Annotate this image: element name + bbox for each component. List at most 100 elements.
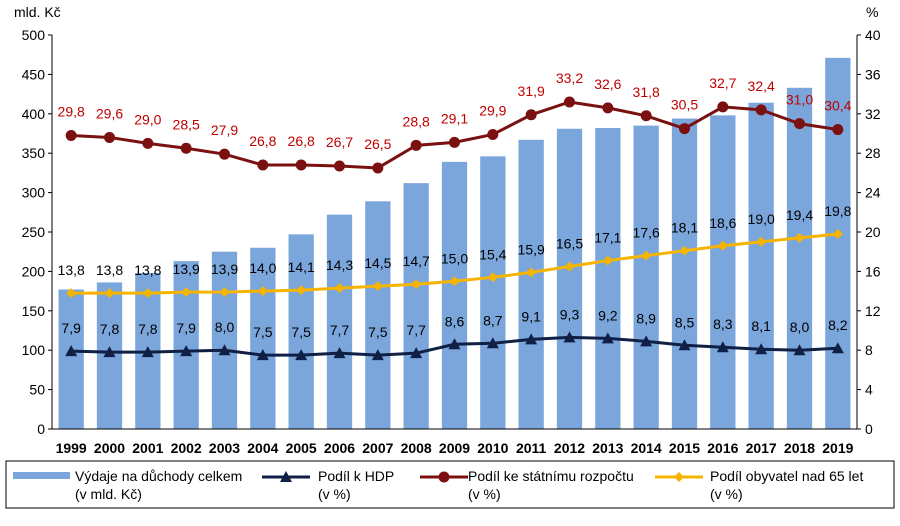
x-tick-label: 2004 — [247, 440, 278, 456]
data-label: 32,6 — [594, 76, 621, 92]
data-label: 14,5 — [364, 255, 391, 271]
data-label: 19,0 — [748, 211, 775, 227]
point-s2-2002 — [180, 142, 192, 154]
point-s3-2019 — [832, 228, 843, 239]
data-label: 7,5 — [253, 324, 273, 340]
bar-2007 — [365, 201, 391, 429]
point-s1-2004 — [256, 349, 269, 361]
point-s2-1999 — [65, 129, 77, 141]
bar-1999 — [58, 289, 84, 429]
data-label: 7,7 — [406, 322, 426, 338]
point-s3-2011 — [526, 267, 537, 278]
data-label: 26,7 — [326, 134, 353, 150]
point-s2-2003 — [219, 148, 230, 160]
left-tick-label: 400 — [22, 106, 46, 122]
data-label: 8,7 — [483, 312, 503, 328]
right-tick-label: 16 — [865, 263, 881, 279]
data-label: 15,0 — [441, 250, 468, 266]
data-label: 17,6 — [633, 225, 660, 241]
data-label: 13,8 — [58, 262, 85, 278]
point-s3-2015 — [679, 245, 690, 256]
point-s3-2002 — [181, 287, 192, 298]
data-label: 7,5 — [291, 324, 311, 340]
right-tick-label: 28 — [865, 145, 881, 161]
bar-2016 — [710, 115, 736, 429]
point-s3-2007 — [372, 281, 383, 292]
point-s2-2018 — [794, 118, 805, 130]
bar-2017 — [748, 102, 774, 429]
legend-label: Podíl ke státnímu rozpočtu — [468, 468, 634, 484]
point-s1-2002 — [180, 345, 193, 357]
legend-swatch-marker — [280, 471, 292, 482]
x-tick-label: 2012 — [554, 440, 585, 456]
data-label: 30,4 — [824, 98, 851, 114]
left-tick-label: 150 — [22, 303, 46, 319]
point-s2-2001 — [142, 137, 154, 149]
bar-2013 — [595, 127, 621, 429]
data-label: 14,1 — [288, 259, 315, 275]
right-axis-unit: % — [866, 4, 878, 20]
left-tick-label: 250 — [22, 224, 46, 240]
point-s1-2007 — [371, 349, 384, 361]
legend-label: Výdaje na důchody celkem — [75, 468, 242, 484]
bar-2008 — [403, 183, 429, 429]
data-label: 8,5 — [675, 314, 695, 330]
data-label: 27,9 — [211, 122, 238, 138]
right-tick-label: 8 — [865, 342, 873, 358]
data-label: 13,8 — [134, 262, 161, 278]
legend-label: Podíl k HDP — [318, 468, 394, 484]
legend-box — [5, 460, 895, 509]
bar-2009 — [441, 161, 468, 430]
point-s1-2005 — [295, 349, 308, 361]
point-s3-2016 — [717, 240, 728, 251]
bar-2006 — [326, 214, 353, 429]
point-s1-2000 — [103, 346, 116, 358]
data-label: 8,9 — [636, 310, 656, 326]
x-tick-label: 2014 — [631, 440, 662, 456]
point-s1-2009 — [448, 338, 461, 350]
right-tick-label: 32 — [865, 106, 881, 122]
point-s2-2017 — [755, 104, 767, 116]
data-label: 13,9 — [211, 261, 238, 277]
data-label: 26,8 — [288, 133, 315, 149]
legend-swatch-marker — [438, 471, 450, 483]
point-s3-2006 — [334, 283, 345, 294]
bar-2003 — [211, 251, 238, 429]
point-s2-2014 — [640, 110, 652, 122]
data-label: 19,4 — [786, 207, 813, 223]
left-tick-label: 450 — [22, 66, 46, 82]
point-s1-2019 — [831, 342, 844, 354]
data-label: 29,1 — [441, 110, 468, 126]
data-label: 19,8 — [824, 203, 851, 219]
data-label: 13,8 — [96, 262, 123, 278]
data-label: 9,1 — [521, 308, 541, 324]
data-label: 32,7 — [709, 75, 736, 91]
legend-label-sub: (v %) — [710, 486, 743, 502]
x-tick-label: 2000 — [94, 440, 125, 456]
left-axis-unit: mld. Kč — [14, 4, 61, 20]
data-label: 26,5 — [364, 136, 391, 152]
data-label: 13,9 — [173, 261, 200, 277]
legend-label-sub: (v %) — [468, 486, 501, 502]
point-s3-2008 — [411, 279, 422, 290]
data-label: 28,8 — [403, 113, 430, 129]
point-s1-2018 — [793, 344, 806, 356]
data-label: 29,9 — [479, 102, 506, 118]
point-s3-2012 — [564, 261, 575, 272]
data-label: 8,1 — [751, 318, 771, 334]
x-tick-label: 2015 — [669, 440, 700, 456]
point-s1-2012 — [563, 331, 576, 343]
x-tick-label: 2011 — [516, 440, 547, 456]
data-label: 16,5 — [556, 235, 583, 251]
point-s1-2015 — [678, 339, 691, 351]
x-tick-label: 2001 — [132, 440, 163, 456]
data-label: 7,8 — [100, 321, 120, 337]
right-tick-label: 24 — [865, 185, 881, 201]
bar-2011 — [518, 139, 544, 429]
data-label: 31,9 — [518, 83, 545, 99]
point-s1-2008 — [410, 347, 423, 359]
point-s2-2019 — [832, 124, 844, 136]
legend-label-sub: (v mld. Kč) — [75, 486, 142, 502]
right-tick-label: 4 — [865, 382, 873, 398]
